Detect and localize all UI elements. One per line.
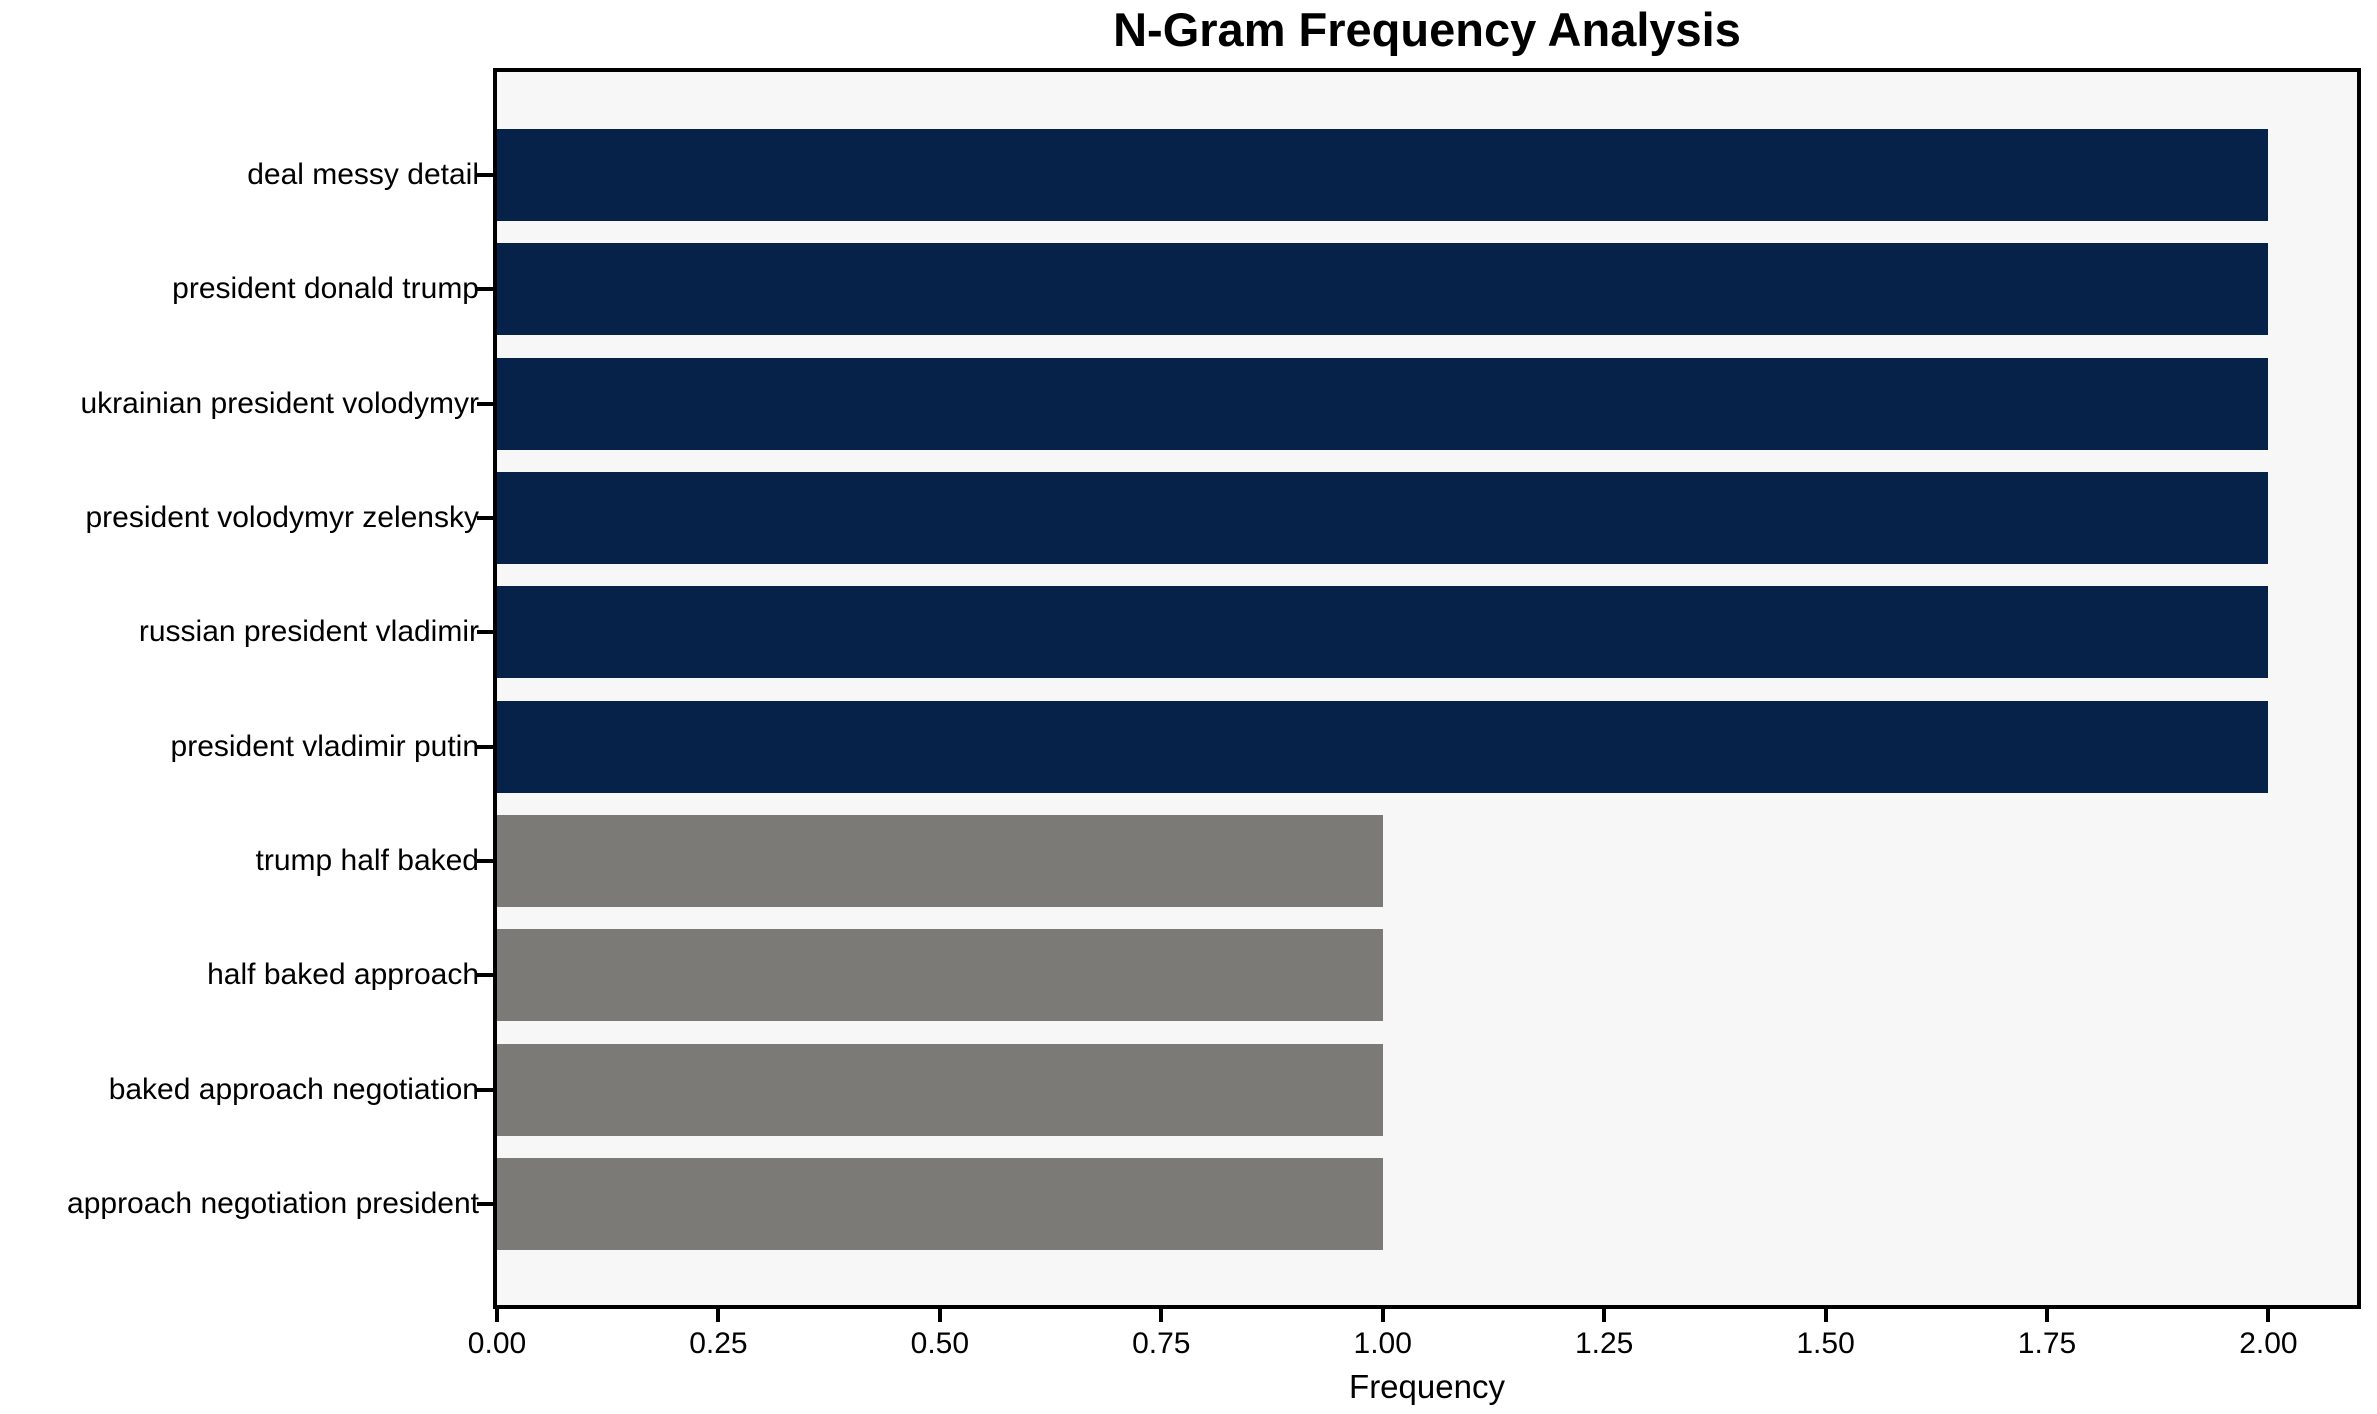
y-axis-tick: [477, 744, 493, 749]
x-axis-tick: [495, 1309, 499, 1322]
bar-half-baked-approach: [497, 929, 1383, 1022]
x-tick-label-0.50: 0.50: [910, 1327, 970, 1360]
y-tick-label-approach-negotiation-president: approach negotiation president: [67, 1186, 479, 1220]
y-tick-label-half-baked-approach: half baked approach: [207, 958, 479, 992]
bar-baked-approach-negotiation: [497, 1043, 1383, 1136]
y-axis-tick: [477, 1087, 493, 1092]
x-axis-tick: [716, 1309, 721, 1322]
y-tick-label-baked-approach-negotiation: baked approach negotiation: [108, 1072, 479, 1106]
x-tick-label-2.00: 2.00: [2239, 1327, 2298, 1360]
x-axis-tick: [1159, 1309, 1164, 1322]
x-axis-tick: [1602, 1309, 1607, 1322]
x-axis-tick: [937, 1309, 942, 1322]
y-axis-tick: [477, 173, 493, 177]
plot-area: deal messy detail president donald trump u…: [67, 68, 2361, 1360]
x-tick-label-1.50: 1.50: [1796, 1327, 1855, 1360]
x-tick-label-1.25: 1.25: [1574, 1327, 1634, 1360]
bar-president-vladimir-putin: [497, 700, 2269, 793]
bar-russian-president-vladimir: [497, 586, 2269, 679]
bar-president-volodymyr-zelensky: [497, 471, 2269, 564]
y-axis-tick: [477, 515, 493, 520]
y-tick-label-trump-half-baked: trump half baked: [255, 843, 479, 877]
y-tick-label-ukrainian-president-volodymyr: ukrainian president volodymyr: [80, 386, 479, 420]
x-axis-label: Frequency: [1349, 1368, 1505, 1405]
bar-approach-negotiation-president: [497, 1157, 1383, 1250]
bar-trump-half-baked: [497, 814, 1383, 907]
x-tick-label-1.75: 1.75: [2017, 1327, 2077, 1360]
x-axis-tick: [2045, 1309, 2049, 1322]
y-axis-tick: [477, 1201, 493, 1206]
x-axis-tick: [2266, 1309, 2271, 1322]
x-tick-label-0.75: 0.75: [1132, 1327, 1191, 1360]
y-tick-label-russian-president-vladimir: russian president vladimir: [138, 615, 479, 649]
y-tick-label-president-donald-trump: president donald trump: [172, 272, 479, 306]
y-axis-tick: [477, 858, 493, 863]
y-axis-tick: [477, 401, 493, 406]
y-axis-tick: [477, 287, 493, 292]
y-axis-tick: [477, 973, 493, 978]
x-tick-label-0.25: 0.25: [689, 1327, 748, 1360]
chart-title: N-Gram Frequency Analysis: [1113, 3, 1741, 56]
y-tick-label-deal-messy-detail: deal messy detail: [247, 158, 479, 191]
y-tick-label-president-vladimir-putin: president vladimir putin: [170, 729, 479, 763]
y-tick-label-president-volodymyr-zelensky: president volodymyr zelensky: [85, 500, 479, 534]
x-tick-label-1.00: 1.00: [1353, 1327, 1412, 1360]
bar-ukrainian-president-volodymyr: [497, 357, 2269, 450]
x-axis-tick: [1380, 1309, 1385, 1322]
bar-deal-messy-detail: [497, 129, 2269, 221]
y-axis-tick: [477, 630, 493, 635]
bar-president-donald-trump: [497, 243, 2269, 336]
x-axis-tick: [1823, 1309, 1828, 1322]
x-tick-label-0.00: 0.00: [467, 1327, 527, 1360]
